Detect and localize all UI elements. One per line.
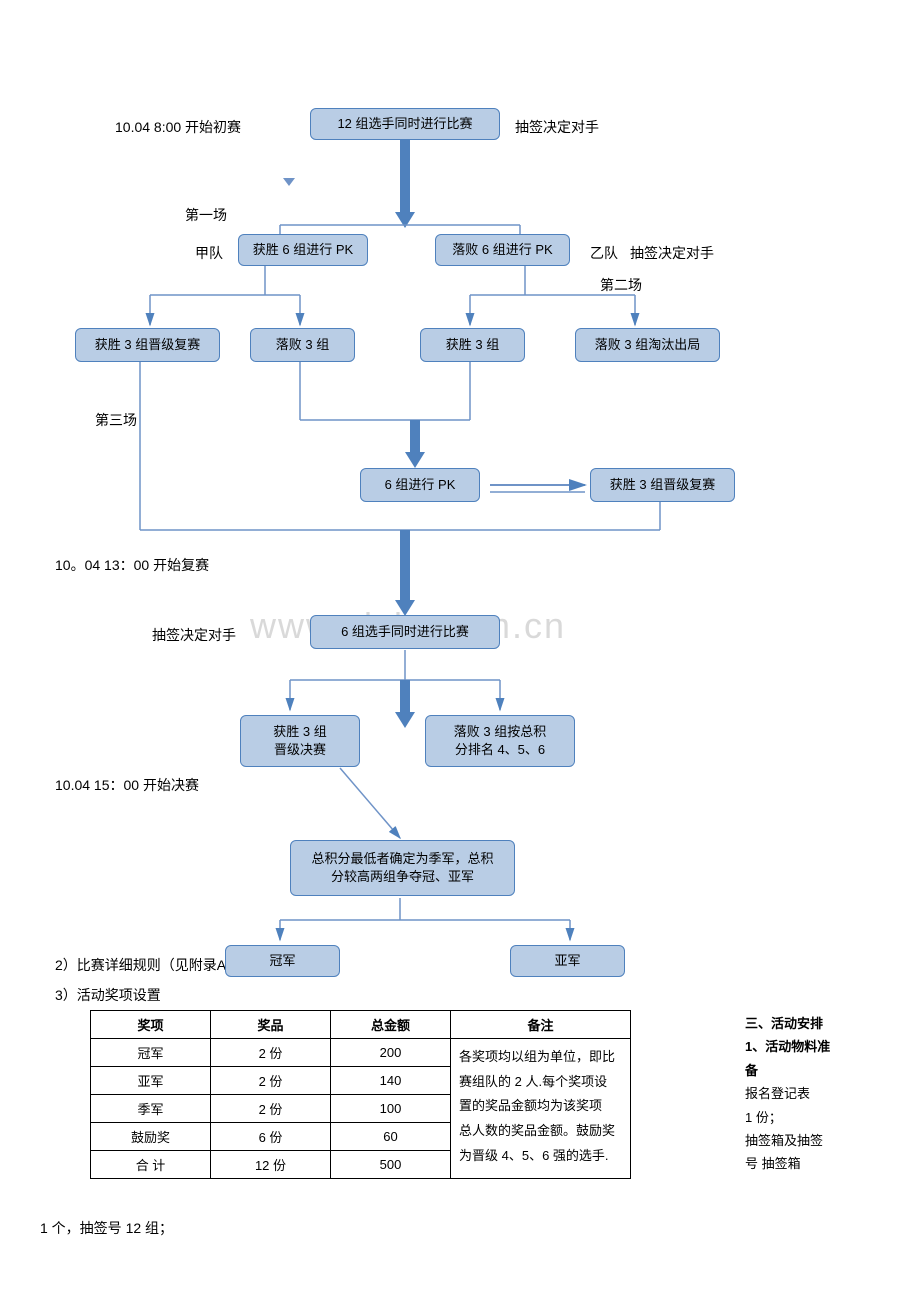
- cell: 合 计: [91, 1151, 211, 1179]
- node-text: 晋级决赛: [274, 741, 326, 759]
- node-lose3-out: 落败 3 组淘汰出局: [575, 328, 720, 362]
- label-round2: 第二场: [600, 275, 642, 295]
- label-round3: 第三场: [95, 410, 137, 430]
- node-lose3: 落败 3 组: [250, 328, 355, 362]
- node-win6-pk: 获胜 6 组进行 PK: [238, 234, 368, 266]
- node-lose6-pk: 落败 6 组进行 PK: [435, 234, 570, 266]
- node-text: 分排名 4、5、6: [455, 741, 545, 759]
- cell: 冠军: [91, 1039, 211, 1067]
- side-text: 三、活动安排 1、活动物料准 备 报名登记表 1 份； 抽签箱及抽签 号 抽签箱: [745, 1012, 910, 1176]
- node-text: 总积分最低者确定为季军，总积: [311, 850, 493, 868]
- cell: 2 份: [211, 1067, 331, 1095]
- node-win3-advance2: 获胜 3 组晋级复赛: [590, 468, 735, 502]
- node-text: 分较高两组争夺冠、亚军: [331, 868, 474, 886]
- label-start-final: 10.04 15：00 开始决赛: [55, 775, 199, 795]
- cell-note: 各奖项均以组为单位，即比 赛组队的 2 人.每个奖项设 置的奖品金额均为该奖项 …: [451, 1039, 631, 1179]
- label-rules: 2）比赛详细规则（见附录A）: [55, 955, 240, 975]
- th-prize: 奖品: [211, 1011, 331, 1039]
- th-amount: 总金额: [331, 1011, 451, 1039]
- node-text: 获胜 3 组: [273, 723, 326, 741]
- label-start-prelim: 10.04 8:00 开始初赛: [115, 117, 241, 137]
- cell: 6 份: [211, 1123, 331, 1151]
- node-6pk: 6 组进行 PK: [360, 468, 480, 502]
- label-start-semi: 10。04 13：00 开始复赛: [55, 555, 209, 575]
- cell: 12 份: [211, 1151, 331, 1179]
- cell: 100: [331, 1095, 451, 1123]
- node-lose3-rank: 落败 3 组按总积 分排名 4、5、6: [425, 715, 575, 767]
- th-note: 备注: [451, 1011, 631, 1039]
- node-text: 落败 3 组按总积: [454, 723, 546, 741]
- label-team-b: 乙队: [590, 243, 618, 263]
- prize-table: 奖项 奖品 总金额 备注 冠军 2 份 200 各奖项均以组为单位，即比 赛组队…: [90, 1010, 631, 1179]
- label-draw-2: 抽签决定对手: [630, 243, 714, 263]
- label-prizes-heading: 3）活动奖项设置: [55, 985, 161, 1005]
- label-round1: 第一场: [185, 205, 227, 225]
- node-start-12: 12 组选手同时进行比赛: [310, 108, 500, 140]
- cell: 140: [331, 1067, 451, 1095]
- node-score-split: 总积分最低者确定为季军，总积 分较高两组争夺冠、亚军: [290, 840, 515, 896]
- label-draw-3: 抽签决定对手: [152, 625, 236, 645]
- node-champion: 冠军: [225, 945, 340, 977]
- cell: 60: [331, 1123, 451, 1151]
- node-win3-final: 获胜 3 组 晋级决赛: [240, 715, 360, 767]
- cell: 2 份: [211, 1039, 331, 1067]
- cell: 季军: [91, 1095, 211, 1123]
- label-footer: 1 个，抽签号 12 组；: [40, 1218, 173, 1238]
- cell: 亚军: [91, 1067, 211, 1095]
- node-win3: 获胜 3 组: [420, 328, 525, 362]
- label-draw-1: 抽签决定对手: [515, 117, 599, 137]
- th-award: 奖项: [91, 1011, 211, 1039]
- cell: 2 份: [211, 1095, 331, 1123]
- cell: 500: [331, 1151, 451, 1179]
- node-win3-advance: 获胜 3 组晋级复赛: [75, 328, 220, 362]
- cell: 200: [331, 1039, 451, 1067]
- node-semi-6: 6 组选手同时进行比赛: [310, 615, 500, 649]
- label-team-a: 甲队: [195, 243, 223, 263]
- node-runnerup: 亚军: [510, 945, 625, 977]
- cell: 鼓励奖: [91, 1123, 211, 1151]
